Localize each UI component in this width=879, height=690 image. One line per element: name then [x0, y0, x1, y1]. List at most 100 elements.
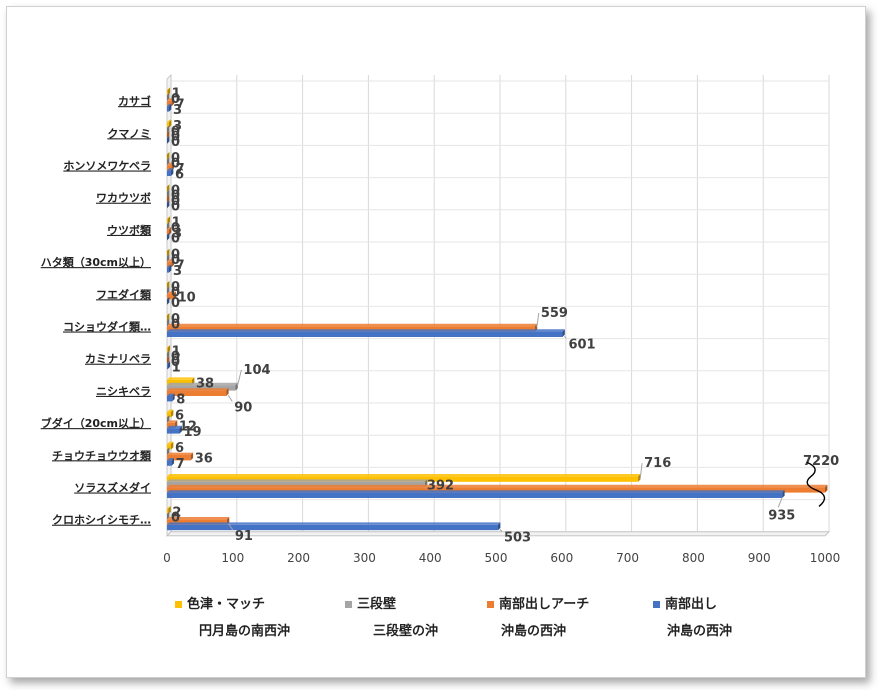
- bar-end-face: [167, 350, 170, 359]
- bar-top-face: [167, 329, 565, 332]
- data-label: 0: [171, 355, 180, 370]
- bar-top-face: [167, 168, 174, 171]
- legend-entry-sub: 円月島の南西沖: [199, 623, 290, 639]
- bar-end-face: [226, 388, 229, 396]
- data-label: 104: [243, 363, 270, 378]
- bar-top-face: [167, 490, 785, 493]
- bar-top-face: [167, 393, 175, 396]
- data-label: 7220: [803, 454, 839, 469]
- bar-end-face: [167, 361, 171, 370]
- category-label: クロホシイシモチ…: [52, 514, 151, 527]
- bar: [167, 261, 172, 268]
- bar-end-face: [167, 286, 170, 294]
- bar-end-face: [167, 152, 170, 160]
- data-label: 0: [171, 350, 180, 365]
- x-tick-label: 400: [419, 551, 442, 565]
- bar: [167, 476, 639, 482]
- bar-end-face: [168, 506, 171, 514]
- bar-end-face: [497, 522, 501, 531]
- bar-end-face: [167, 313, 170, 321]
- category-label: カサゴ: [118, 94, 151, 108]
- bar: [167, 396, 173, 402]
- bar: [167, 122, 169, 128]
- bar-end-face: [167, 511, 170, 520]
- data-label: 0: [171, 151, 180, 166]
- bar-top-face: [167, 345, 171, 348]
- category-label: コショウダイ類…: [63, 320, 151, 334]
- bar-top-face: [167, 227, 172, 230]
- bar-end-face: [167, 157, 170, 166]
- data-label: 1: [172, 216, 181, 231]
- bar: [167, 428, 180, 434]
- bar-top-face: [167, 479, 428, 482]
- bar-end-face: [562, 329, 565, 337]
- x-tick-label: 600: [550, 551, 573, 565]
- data-label: 8: [176, 393, 185, 408]
- bar-top-face: [167, 452, 194, 455]
- bar-top-face: [167, 119, 172, 123]
- bar-end-face: [167, 318, 170, 327]
- data-label: 7: [176, 162, 185, 177]
- bar-top-face: [167, 103, 172, 107]
- data-label: 6: [175, 441, 184, 456]
- data-label: 0: [171, 157, 180, 172]
- bar: [167, 106, 169, 112]
- bar-end-face: [167, 232, 170, 241]
- bar: [167, 492, 783, 498]
- bar: [167, 267, 169, 273]
- bar-end-face: [171, 98, 175, 107]
- bar-end-face: [167, 356, 170, 364]
- bar: [167, 90, 168, 96]
- legend-entry: 三段壁: [357, 596, 396, 612]
- legend-entry-sub: 三段壁の沖: [373, 623, 438, 639]
- bar-top-face: [167, 425, 182, 429]
- bar-top-face: [167, 216, 171, 219]
- category-label: クマノミ: [107, 127, 151, 140]
- data-label: 3: [173, 119, 182, 134]
- bar-end-face: [167, 254, 170, 262]
- data-label: 0: [171, 296, 180, 311]
- bar-end-face: [170, 409, 174, 418]
- bar: [167, 460, 172, 466]
- x-tick-label: 300: [353, 551, 376, 565]
- chart-frame: 0 100 200 300 400 500 600 700 800 900 1000 カサゴ クマノミホ…: [6, 6, 866, 678]
- legend-entry-sub: 沖島の西沖: [667, 623, 732, 639]
- data-label: 3: [173, 226, 182, 241]
- data-label: 0: [171, 221, 180, 236]
- data-label: 0: [171, 312, 180, 327]
- bar-end-face: [167, 216, 171, 225]
- bar: [167, 294, 174, 300]
- data-label: 6: [175, 167, 184, 182]
- data-label-leader: [564, 335, 567, 339]
- bar: [167, 524, 498, 531]
- bar: [167, 481, 425, 488]
- x-tick-label: 800: [682, 551, 705, 565]
- legend-swatch: [487, 601, 494, 608]
- bar-top-face: [167, 259, 175, 262]
- bar-end-face: [173, 291, 176, 300]
- data-label: 0: [171, 92, 180, 107]
- bar-end-face: [170, 168, 174, 176]
- legend-entry-sub: 沖島の西沖: [501, 623, 566, 639]
- data-label: 0: [171, 183, 180, 198]
- data-label: 0: [171, 130, 180, 145]
- legend-swatch: [345, 601, 352, 608]
- category-label: カミナリベラ: [85, 353, 151, 366]
- bar-top-face: [167, 388, 229, 391]
- bar-end-face: [638, 474, 641, 482]
- data-label: 7: [176, 259, 185, 274]
- data-label: 0: [171, 232, 180, 247]
- bar-top-face: [167, 506, 171, 509]
- bar: [167, 390, 227, 396]
- data-label: 0: [171, 124, 180, 139]
- bar: [167, 379, 193, 386]
- bar-top-face: [167, 474, 641, 477]
- data-label: 0: [171, 189, 180, 204]
- data-label: 559: [541, 306, 568, 321]
- bar: [167, 519, 227, 525]
- data-label: 1: [172, 344, 181, 359]
- x-tick-label: 100: [221, 551, 244, 565]
- category-label: ホンソメワケベラ: [63, 160, 151, 173]
- x-tick-label: 500: [485, 551, 508, 565]
- chart-floor: [166, 531, 830, 537]
